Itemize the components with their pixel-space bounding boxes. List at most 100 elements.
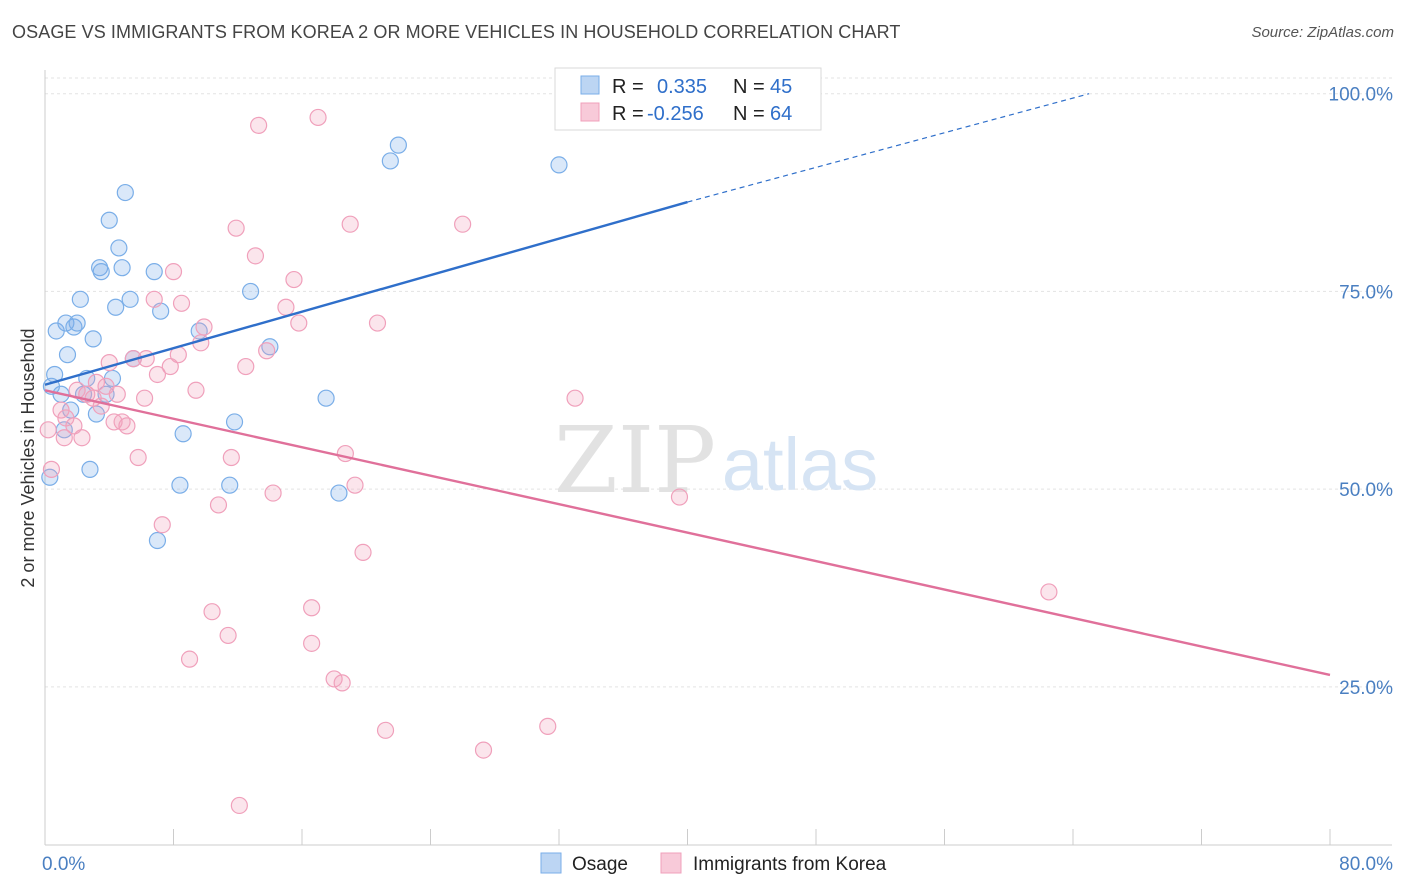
point-s1-40 [246,247,265,265]
point-s0-36 [242,282,260,301]
point-s0-40 [381,152,399,170]
point-s1-47 [303,599,321,617]
point-s1-24 [153,516,171,534]
bottom-legend: Osage Immigrants from Korea [540,852,887,875]
point-s1-48 [303,634,321,652]
point-s1-45 [285,270,303,289]
point-s1-36 [222,448,240,467]
bottom-legend-swatch-osage [540,852,562,874]
point-s1-56 [368,314,387,332]
point-s0-34 [221,476,239,494]
point-s0-7 [58,346,77,364]
point-s1-33 [203,603,221,621]
point-s1-39 [237,357,255,376]
point-s1-28 [172,294,191,312]
point-s1-49 [309,108,327,127]
trend-lines [44,93,1331,677]
point-s1-10 [87,373,106,391]
point-s1-15 [108,385,126,403]
point-s0-42 [550,156,568,174]
y-tick-label-0: 25.0% [1339,678,1393,699]
point-s1-62 [670,488,689,506]
legend-osage-r-label: R = [612,76,644,98]
point-s0-29 [148,531,167,550]
legend-korea-n-value: 64 [770,103,792,125]
point-s1-42 [258,342,276,360]
point-s0-35 [225,413,244,431]
point-s0-26 [121,290,139,308]
source-credit: Source: ZipAtlas.com [1251,24,1394,41]
point-s0-38 [317,389,335,407]
point-s1-1 [42,460,61,478]
top-legend: R = 0.335 N = 45 R = -0.256 N = 64 [554,67,822,131]
point-s1-53 [341,215,359,233]
point-s0-20 [100,211,118,229]
point-s1-17 [118,417,136,435]
point-s1-60 [539,717,557,735]
point-s0-11 [71,290,89,308]
point-s1-34 [209,496,228,514]
point-s0-39 [330,484,348,502]
point-s0-31 [171,476,189,494]
y-tick-label-3: 100.0% [1329,85,1394,106]
legend-korea-r-label: R = [612,103,644,125]
point-s0-14 [81,460,99,478]
grid-lines [45,77,1392,688]
point-s1-25 [161,357,179,376]
point-s0-32 [174,425,192,443]
trend-line-1 [44,389,1331,677]
legend-swatch-korea [580,102,600,122]
legend-osage-n-label: N = [733,76,765,98]
point-s1-57 [376,721,395,739]
chart-title: OSAGE VS IMMIGRANTS FROM KOREA 2 OR MORE… [12,22,901,42]
y-axis-label: 2 or more Vehicles in Household [18,328,38,587]
trend-line-0 [44,200,688,386]
watermark-zip: ZIP [554,407,716,514]
bottom-legend-osage: Osage [572,854,628,875]
watermark: ZIP atlas [554,407,878,514]
point-s1-61 [566,389,584,407]
point-s1-23 [148,365,167,384]
point-s0-18 [92,263,110,281]
point-s1-54 [346,476,364,494]
point-s0-24 [113,259,131,277]
x-tick-label-1: 80.0% [1339,854,1393,875]
point-s1-5 [65,417,83,435]
point-s1-26 [164,263,183,281]
point-s1-20 [135,389,154,407]
y-tick-labels: 25.0% 50.0% 75.0% 100.0% [1329,85,1394,699]
x-tick-label-0: 0.0% [42,854,85,875]
legend-korea-r-value: -0.256 [647,103,704,125]
point-s1-22 [145,290,163,308]
point-s1-58 [454,215,472,233]
point-s1-0 [39,421,57,439]
point-s1-59 [474,741,493,759]
point-s0-22 [107,298,125,316]
point-s1-37 [227,219,245,237]
point-s0-28 [145,263,163,281]
legend-swatch-osage [580,75,600,95]
data-points [39,108,1058,815]
point-s1-63 [1040,583,1058,601]
point-s1-55 [354,543,372,561]
point-s1-7 [73,429,91,447]
point-s1-30 [187,381,205,399]
trend-extension-0 [687,93,1090,203]
point-s1-32 [195,318,213,336]
point-s1-41 [250,116,268,134]
point-s1-43 [264,484,282,502]
y-tick-label-1: 50.0% [1339,480,1393,501]
point-s0-15 [84,330,102,348]
x-tick-labels: 0.0% 80.0% [42,854,1393,875]
point-s1-44 [277,298,295,316]
legend-osage-n-value: 45 [770,76,792,98]
watermark-atlas: atlas [722,423,878,506]
point-s1-51 [333,674,351,692]
point-s0-10 [68,314,86,332]
bottom-legend-korea: Immigrants from Korea [693,854,887,875]
point-s0-25 [116,183,134,202]
legend-korea-n-label: N = [733,103,765,125]
legend-osage-r-value: 0.335 [657,76,707,98]
y-tick-label-2: 75.0% [1339,282,1393,303]
